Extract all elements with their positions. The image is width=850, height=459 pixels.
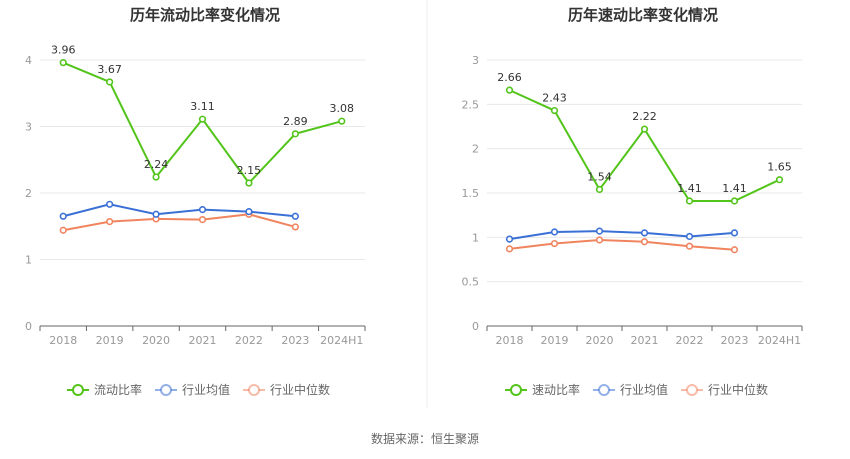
legend-item[interactable]: 行业中位数 (270, 382, 330, 397)
y-tick-label: 2 (472, 143, 479, 156)
x-tick-label: 2018 (49, 334, 77, 347)
data-label: 2.89 (283, 115, 308, 128)
x-tick-label: 2023 (721, 334, 749, 347)
legend-marker-dot[interactable] (510, 384, 522, 396)
data-point (291, 130, 299, 138)
y-tick-label: 2 (25, 187, 32, 200)
data-point (106, 78, 114, 86)
data-point (59, 226, 67, 234)
y-tick-label: 1.5 (462, 187, 480, 200)
data-point (152, 173, 160, 181)
data-point (685, 242, 694, 250)
data-label: 3.96 (51, 44, 76, 57)
x-tick-label: 2022 (235, 334, 263, 347)
series-line-2 (509, 238, 735, 251)
data-point (550, 228, 559, 236)
data-label: 2.24 (144, 158, 169, 171)
data-point (640, 125, 649, 133)
data-point (640, 229, 649, 237)
data-point (245, 179, 253, 187)
data-point (550, 239, 559, 248)
data-point (505, 86, 514, 94)
data-point (245, 208, 253, 216)
data-point (595, 185, 604, 194)
x-tick-label: 2024H1 (320, 334, 363, 347)
x-tick-label: 2023 (281, 334, 309, 347)
y-tick-label: 0 (25, 320, 32, 333)
legend-marker-dot[interactable] (160, 384, 172, 396)
x-tick-label: 2021 (189, 334, 217, 347)
data-point (730, 229, 739, 237)
legend-item[interactable]: 行业均值 (620, 382, 668, 397)
legend-marker-dot[interactable] (598, 384, 610, 396)
x-tick-label: 2022 (676, 334, 704, 347)
data-label: 2.15 (237, 164, 262, 177)
legend-item[interactable]: 行业中位数 (708, 382, 768, 397)
y-tick-label: 0 (472, 320, 479, 333)
y-tick-label: 4 (25, 54, 32, 67)
data-point (59, 212, 67, 220)
data-point (198, 115, 207, 123)
legend-marker-dot[interactable] (248, 384, 260, 396)
chart-title-0: 历年流动比率变化情况 (130, 6, 280, 24)
data-point (685, 232, 694, 241)
x-tick-label: 2024H1 (758, 334, 801, 347)
y-tick-label: 1 (25, 254, 32, 267)
data-point (685, 197, 694, 205)
x-tick-label: 2020 (142, 334, 170, 347)
data-point (106, 217, 114, 226)
legend-item[interactable]: 流动比率 (94, 382, 142, 397)
x-tick-label: 2020 (586, 334, 614, 347)
data-label: 2.66 (497, 71, 522, 84)
series-line-1 (509, 230, 735, 241)
y-tick-label: 3 (472, 54, 479, 67)
data-point (198, 206, 207, 214)
data-point (338, 117, 346, 125)
data-point (640, 238, 649, 246)
data-point (730, 246, 739, 254)
data-point (291, 223, 299, 231)
data-point (730, 197, 739, 205)
data-label: 3.08 (330, 102, 355, 115)
data-point (505, 245, 514, 253)
x-tick-label: 2018 (496, 334, 524, 347)
data-label: 2.22 (632, 110, 657, 123)
source-text: 数据来源：恒生聚源 (371, 431, 479, 446)
series-line-2 (63, 213, 296, 232)
chart-title-1: 历年速动比率变化情况 (568, 6, 718, 24)
data-point (550, 106, 559, 115)
y-tick-label: 1 (472, 231, 479, 244)
data-label: 1.54 (587, 170, 612, 183)
data-label: 1.65 (767, 161, 792, 174)
legend-marker-dot[interactable] (72, 384, 84, 396)
data-label: 2.43 (542, 92, 567, 105)
data-point (775, 176, 784, 184)
data-label: 3.11 (190, 100, 215, 113)
x-tick-label: 2021 (631, 334, 659, 347)
data-label: 1.41 (722, 182, 747, 195)
data-label: 3.67 (97, 63, 122, 76)
x-tick-label: 2019 (541, 334, 569, 347)
data-point (291, 212, 299, 220)
data-point (198, 216, 207, 224)
y-tick-label: 3 (25, 121, 32, 134)
x-tick-label: 2019 (96, 334, 124, 347)
legend-item[interactable]: 速动比率 (532, 382, 580, 397)
series-line-1 (62, 203, 296, 218)
data-point (59, 59, 67, 67)
y-tick-label: 0.5 (462, 276, 480, 289)
legend-item[interactable]: 行业均值 (182, 382, 230, 397)
legend-marker-dot[interactable] (686, 384, 698, 396)
data-point (595, 227, 604, 235)
data-point (152, 210, 160, 218)
data-label: 1.41 (677, 182, 702, 195)
data-point (595, 236, 604, 244)
data-point (106, 200, 114, 208)
y-tick-label: 2.5 (462, 98, 480, 111)
data-point (505, 235, 514, 243)
